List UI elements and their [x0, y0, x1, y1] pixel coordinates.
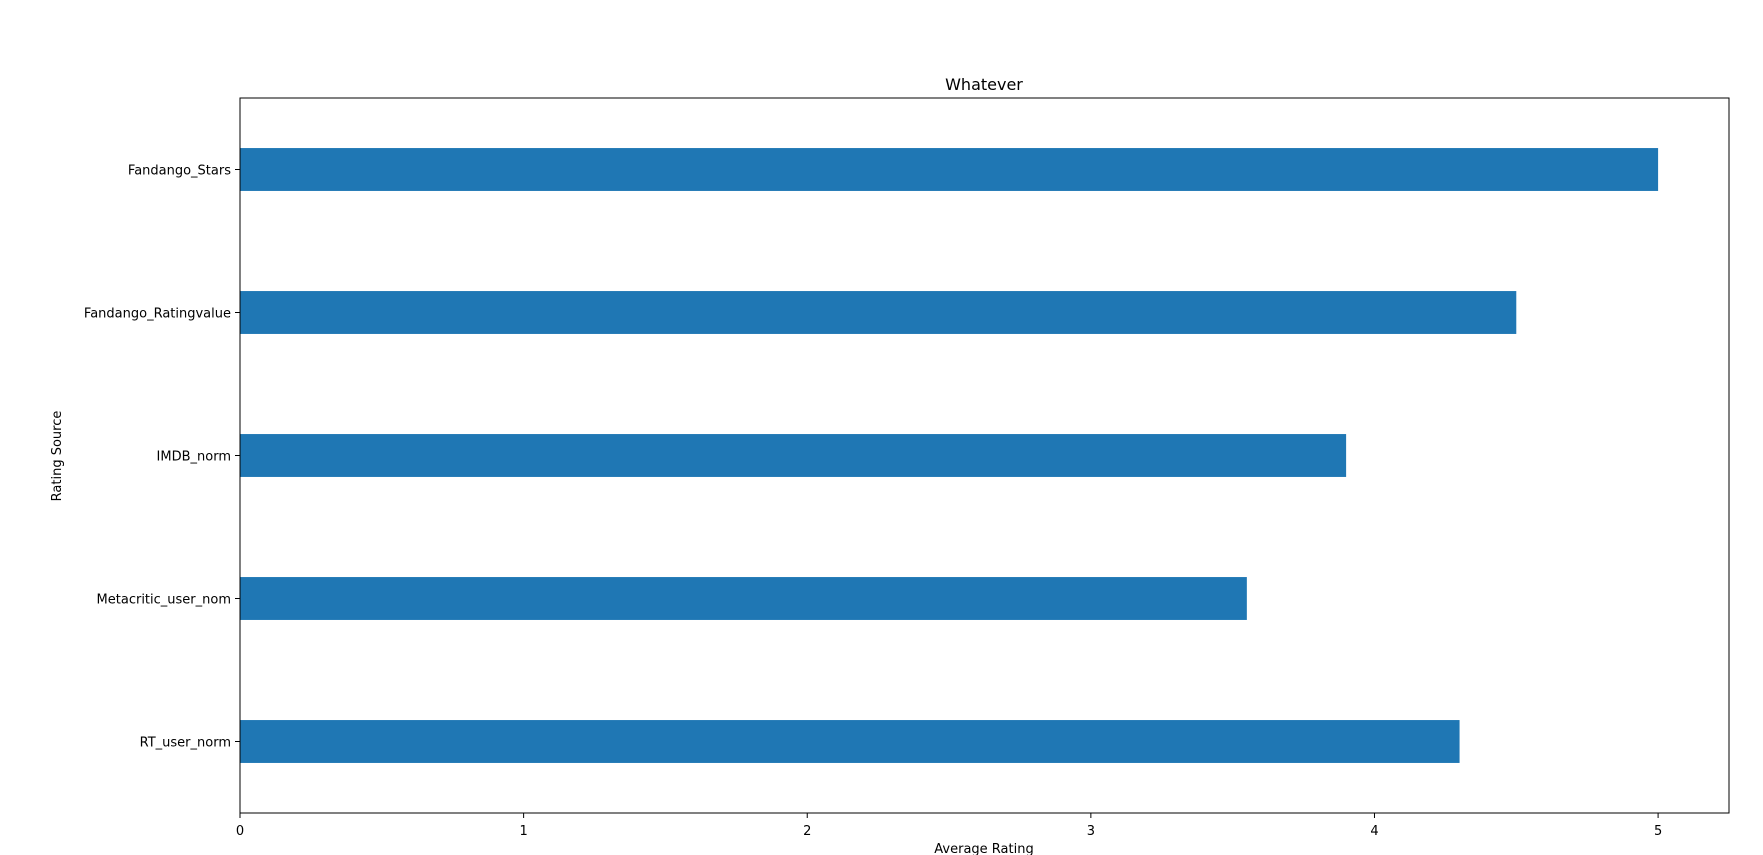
- x-tick-label: 2: [803, 824, 811, 839]
- x-axis-ticks: 0 1 2 3 4 5: [236, 813, 1662, 839]
- chart-title: Whatever: [945, 75, 1023, 94]
- bar-Metacritic_user_nom: [240, 577, 1247, 620]
- x-tick-label: 1: [519, 824, 527, 839]
- y-axis-ticks: RT_user_norm Metacritic_user_nom IMDB_norm…: [84, 164, 240, 751]
- bar-RT_user_norm: [240, 720, 1460, 763]
- x-tick-label: 3: [1087, 824, 1095, 839]
- x-tick-label: 0: [236, 824, 244, 839]
- x-tick-label: 4: [1370, 824, 1378, 839]
- y-tick-label: IMDB_norm: [157, 450, 231, 465]
- x-tick-label: 5: [1654, 824, 1662, 839]
- y-tick-label: Fandango_Stars: [128, 164, 231, 179]
- y-tick-label: Fandango_Ratingvalue: [84, 307, 231, 322]
- x-axis-label: Average Rating: [934, 842, 1033, 855]
- y-axis-label: Rating Source: [50, 411, 65, 502]
- y-tick-label: Metacritic_user_nom: [97, 593, 231, 608]
- y-tick-label: RT_user_norm: [140, 736, 231, 751]
- bar-IMDB_norm: [240, 434, 1347, 477]
- bars-group: [240, 148, 1659, 763]
- bar-Fandango_Ratingvalue: [240, 291, 1517, 334]
- bar-Fandango_Stars: [240, 148, 1659, 191]
